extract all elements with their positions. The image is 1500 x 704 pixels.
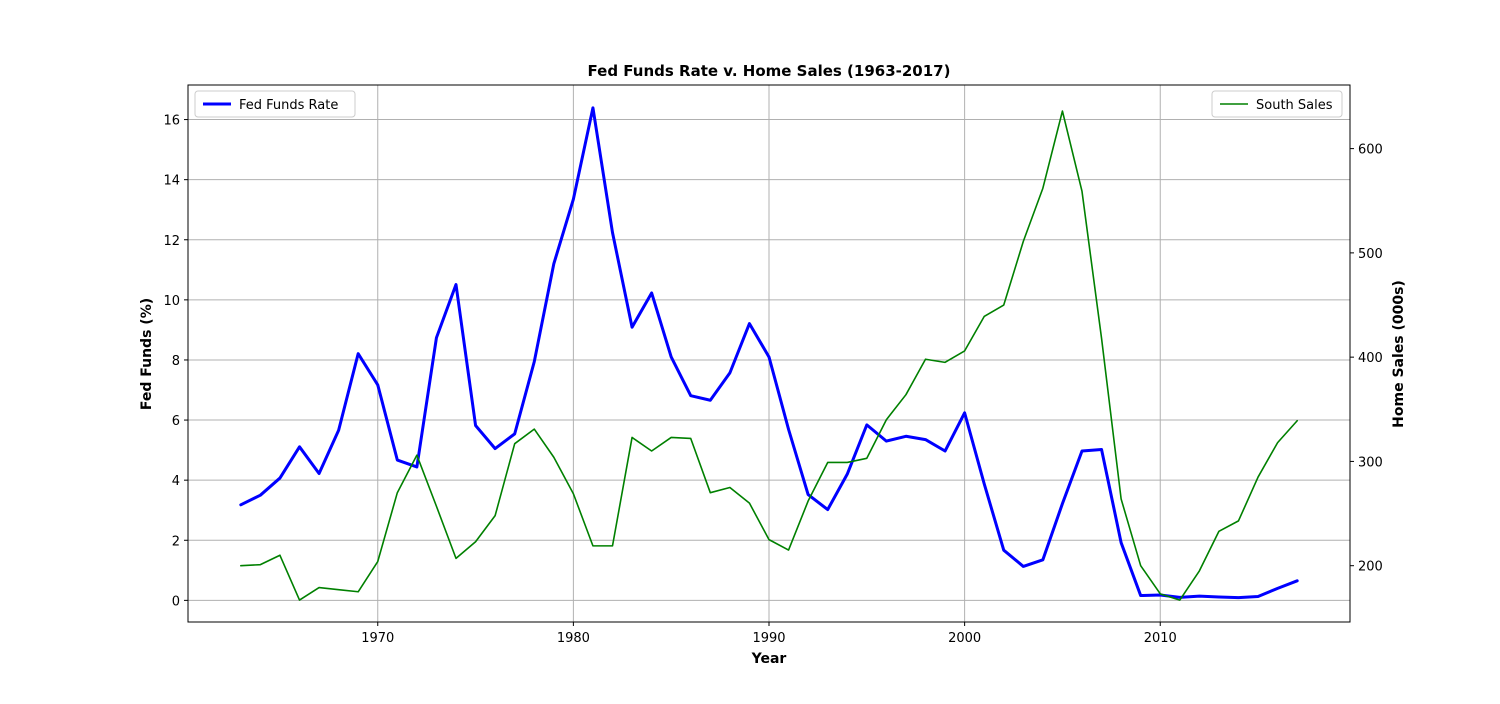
y-tick-label-right: 200	[1358, 560, 1383, 575]
legend-box	[1211, 90, 1343, 118]
y-axis-title-left: Fed Funds (%)	[139, 298, 155, 410]
fed-funds-rate-legend: Fed Funds Rate	[194, 90, 356, 118]
legends: Fed Funds Rate South Sales	[194, 90, 1343, 118]
y-tick-label-left: 8	[172, 354, 180, 369]
y-tick-label-right: 400	[1358, 351, 1383, 366]
legend-box	[194, 90, 356, 118]
chart-title: Fed Funds Rate v. Home Sales (1963-2017)	[588, 62, 951, 80]
y-tick-label-left: 10	[163, 294, 180, 309]
legend-label: South Sales	[1256, 98, 1333, 113]
grid	[188, 85, 1350, 622]
x-tick-label: 2000	[948, 631, 981, 646]
y-tick-label-left: 6	[172, 414, 180, 429]
south-sales-line	[240, 110, 1298, 601]
y-tick-label-left: 16	[163, 114, 180, 129]
x-tick-label: 2010	[1144, 631, 1177, 646]
y-tick-label-left: 4	[172, 474, 180, 489]
x-tick-label: 1970	[361, 631, 394, 646]
y-tick-label-right: 300	[1358, 455, 1383, 470]
x-tick-label: 1990	[752, 631, 785, 646]
y-axis-title-right: Home Sales (000s)	[1391, 280, 1407, 428]
y-tick-label-left: 14	[163, 174, 180, 189]
y-tick-label-right: 600	[1358, 143, 1383, 158]
y-tick-label-left: 2	[172, 534, 180, 549]
x-tick-label: 1980	[557, 631, 590, 646]
legend-label: Fed Funds Rate	[239, 98, 338, 113]
south-sales-legend: South Sales	[1211, 90, 1343, 118]
series-lines	[239, 106, 1299, 601]
y-tick-label-left: 12	[163, 234, 180, 249]
axis-ticks: 1970 1980 1990 2000 2010 0 2 4 6 8 10 12 14 16 200 300 4…	[163, 114, 1382, 646]
fed-funds-rate-line	[239, 106, 1299, 600]
y-tick-label-right: 500	[1358, 247, 1383, 262]
y-tick-label-left: 0	[172, 594, 180, 609]
x-axis-title: Year	[751, 651, 787, 667]
